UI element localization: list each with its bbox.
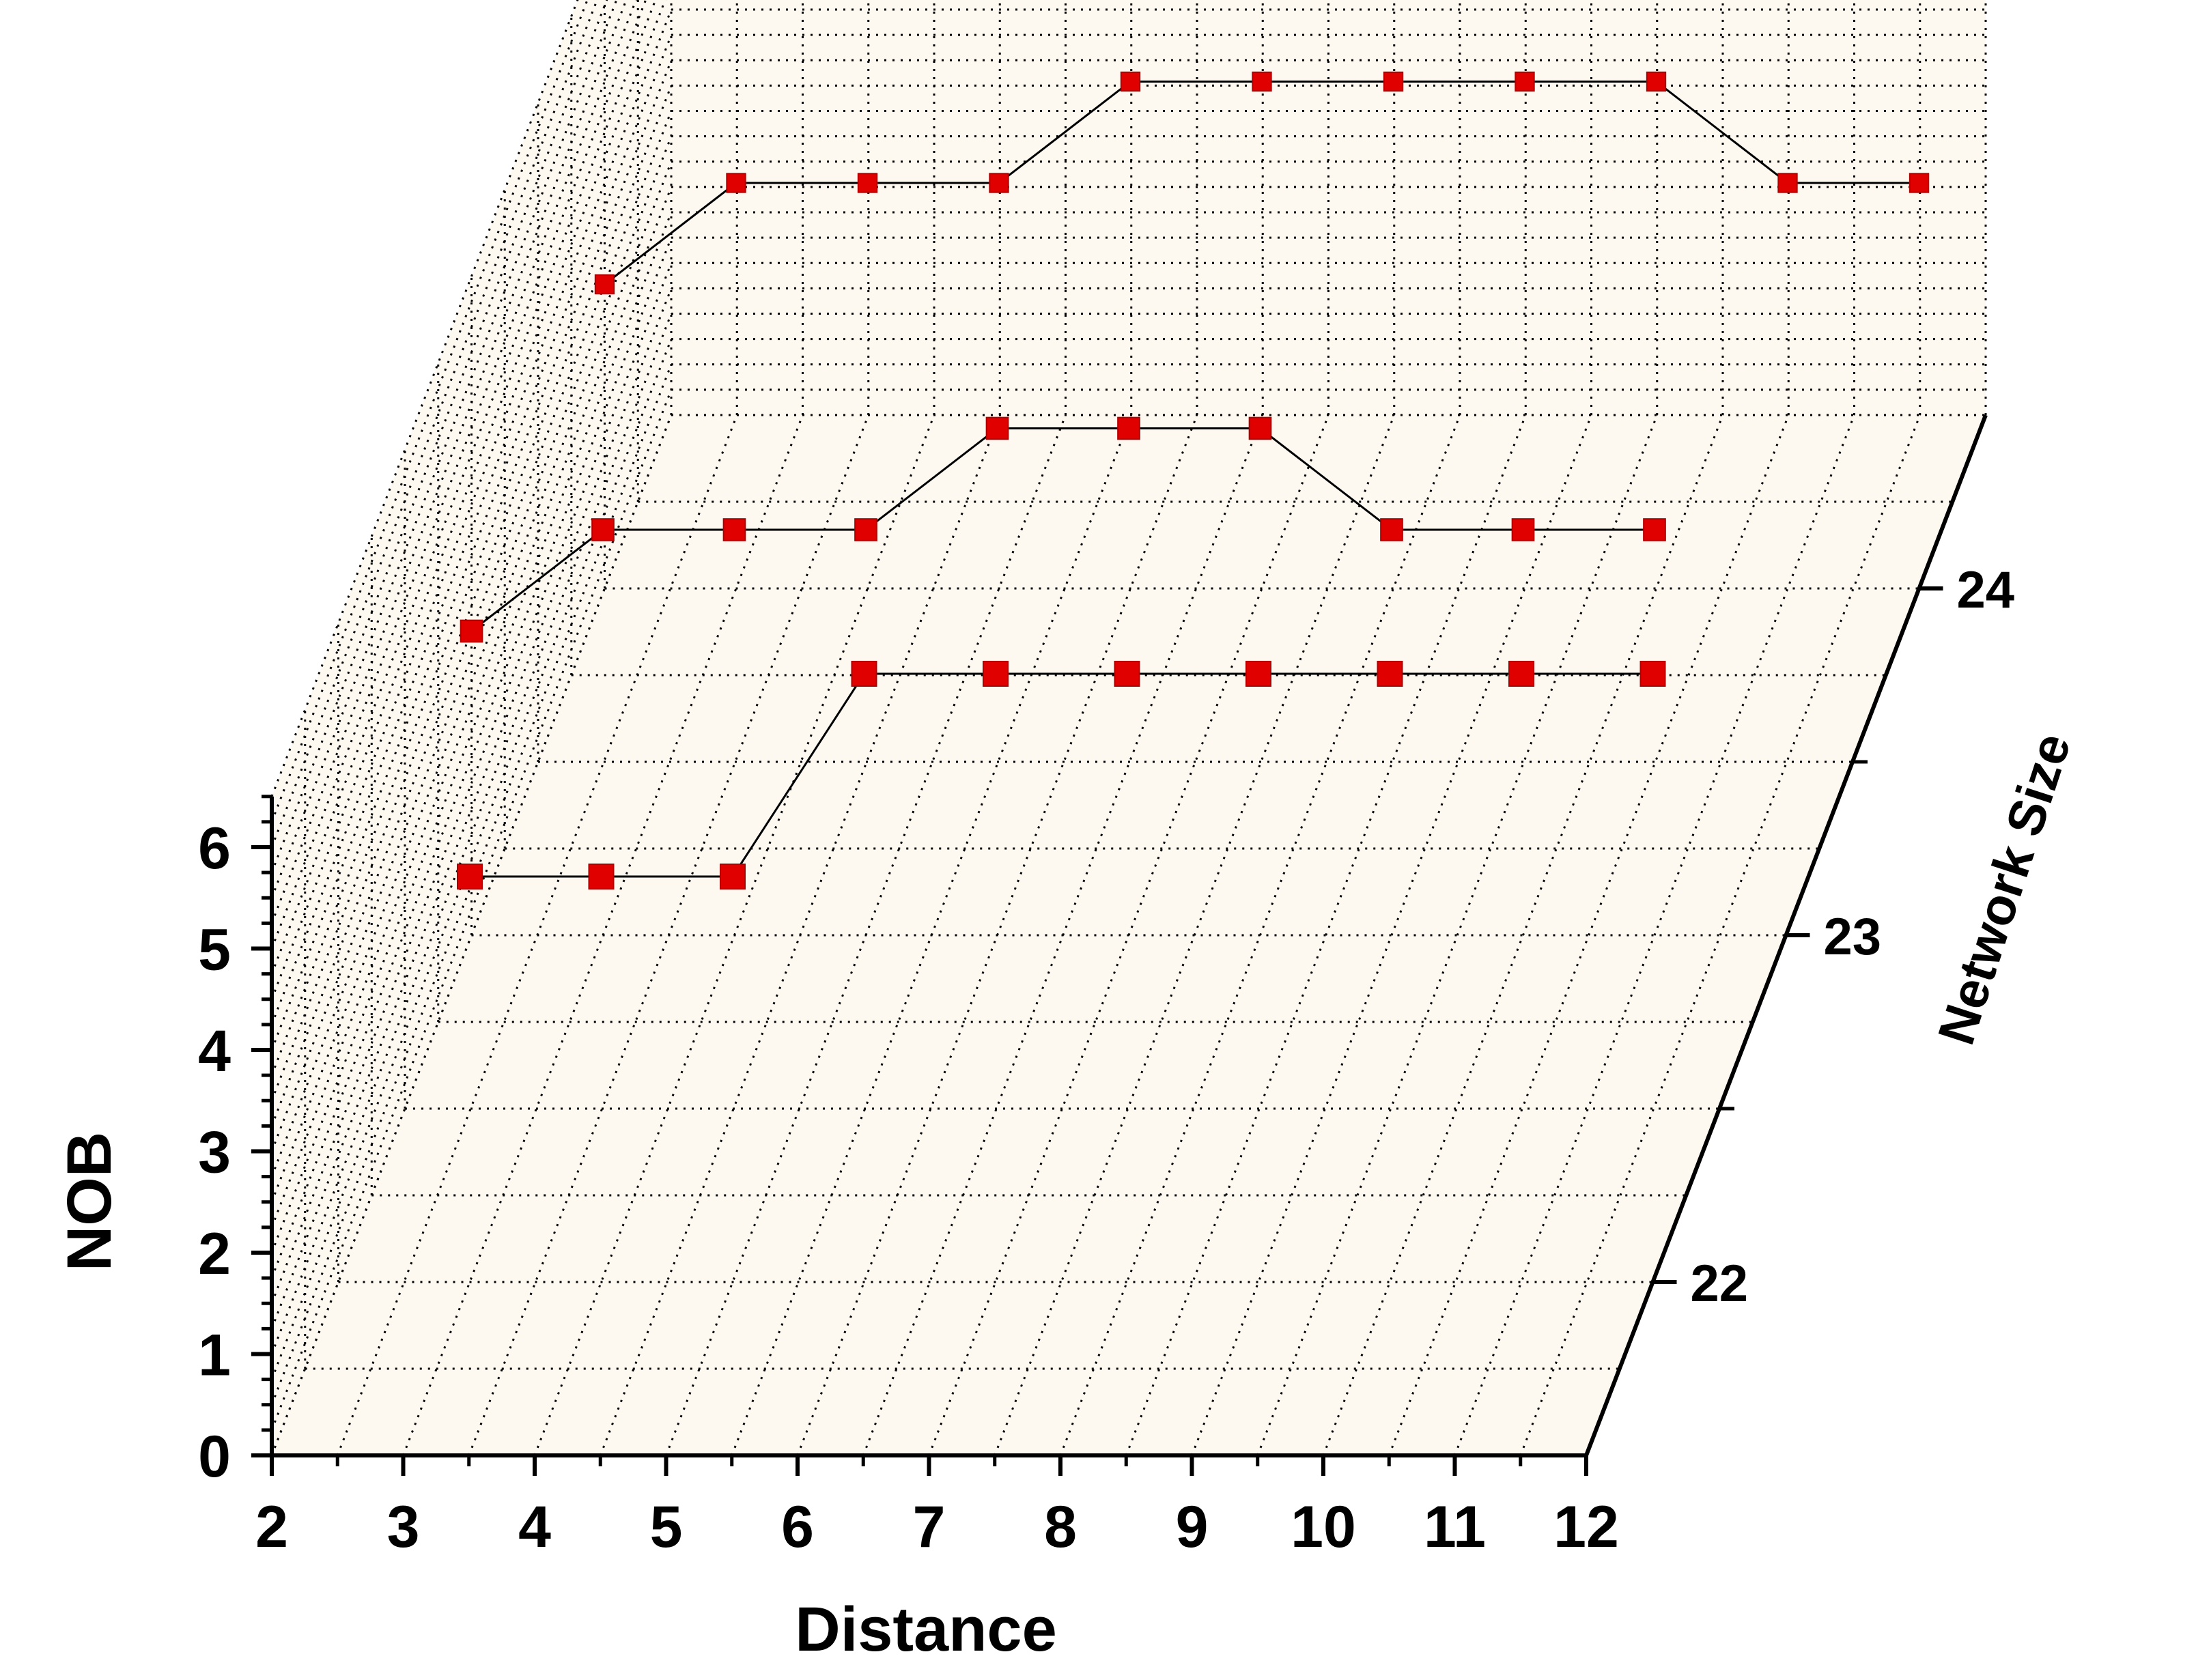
series-line xyxy=(470,427,1655,632)
data-point-marker xyxy=(1639,661,1666,687)
x-tick-label: 11 xyxy=(1424,1494,1486,1560)
z-tick-label: 24 xyxy=(1957,561,2015,619)
x-tick-label: 8 xyxy=(1044,1494,1077,1560)
left-wall-grid xyxy=(270,262,673,1304)
data-point-marker xyxy=(594,274,615,295)
data-point-marker xyxy=(989,173,1009,193)
data-point-marker xyxy=(1248,416,1272,440)
x-tick-label: 7 xyxy=(913,1494,946,1560)
data-point-marker xyxy=(1909,173,1930,193)
left-wall-grid xyxy=(270,287,673,1329)
data-point-marker xyxy=(1643,518,1666,541)
left-wall-grid xyxy=(270,0,579,797)
x-tick-label: 9 xyxy=(1176,1494,1209,1560)
data-point-marker xyxy=(1120,71,1141,92)
data-point-marker xyxy=(1508,661,1534,687)
x-tick-label: 5 xyxy=(650,1494,683,1560)
floor-grid xyxy=(1388,414,1790,1456)
data-point-marker xyxy=(588,864,615,889)
data-point-marker xyxy=(1515,71,1535,92)
left-wall-grid xyxy=(270,237,673,1279)
floor-grid xyxy=(1519,414,1922,1456)
y-tick-label: 4 xyxy=(198,1019,231,1084)
x-axis-title: Distance xyxy=(795,1595,1057,1664)
left-wall-grid xyxy=(270,339,673,1380)
data-point-marker xyxy=(591,518,615,541)
data-point-marker xyxy=(1777,173,1798,193)
chart-series xyxy=(457,71,1930,889)
series-line xyxy=(470,672,1653,878)
y-tick-label: 5 xyxy=(198,917,231,983)
y-tick-label: 3 xyxy=(198,1120,231,1186)
data-point-marker xyxy=(726,173,746,193)
x-tick-label: 2 xyxy=(255,1494,288,1560)
data-point-marker xyxy=(854,518,877,541)
y-tick-label: 6 xyxy=(198,816,231,881)
left-wall-grid xyxy=(270,34,673,1076)
data-point-marker xyxy=(460,619,483,643)
x-tick-label: 6 xyxy=(781,1494,814,1560)
left-wall-grid xyxy=(270,0,657,1000)
left-wall-grid xyxy=(270,59,673,1101)
left-wall-grid xyxy=(270,161,673,1203)
data-point-marker xyxy=(1245,661,1271,687)
floor-grid xyxy=(1059,414,1461,1456)
data-point-marker xyxy=(983,661,1009,687)
series-z-24 xyxy=(594,71,1930,295)
data-point-marker xyxy=(1646,71,1667,92)
chart-grid xyxy=(270,0,1987,1457)
y-tick-label: 0 xyxy=(198,1424,231,1490)
left-wall-grid xyxy=(270,0,637,950)
chart-walls xyxy=(272,0,1986,1455)
data-point-marker xyxy=(1383,71,1404,92)
x-tick-label: 10 xyxy=(1291,1494,1356,1560)
y-tick-label: 2 xyxy=(198,1221,231,1287)
series-z-22 xyxy=(457,661,1666,889)
z-tick-label: 23 xyxy=(1824,908,1882,966)
floor-grid xyxy=(1256,414,1659,1456)
left-wall-grid xyxy=(270,0,589,823)
left-wall-grid xyxy=(270,0,647,975)
data-point-marker xyxy=(1377,661,1403,687)
data-point-marker xyxy=(722,518,746,541)
data-point-marker xyxy=(720,864,746,889)
data-point-marker xyxy=(1252,71,1272,92)
data-point-marker xyxy=(1380,518,1403,541)
x-tick-label: 3 xyxy=(387,1494,420,1560)
data-point-marker xyxy=(857,173,878,193)
y-tick-label: 1 xyxy=(198,1323,231,1389)
left-wall-grid xyxy=(270,313,673,1355)
data-point-marker xyxy=(985,416,1009,440)
left-wall-grid xyxy=(270,186,673,1228)
left-wall-grid xyxy=(270,212,673,1253)
floor-grid xyxy=(1191,414,1592,1456)
left-wall-grid xyxy=(270,0,666,1025)
series-z-23 xyxy=(460,416,1666,643)
data-point-marker xyxy=(851,661,877,687)
data-point-marker xyxy=(1117,416,1140,440)
left-wall-grid xyxy=(270,0,628,924)
x-tick-label: 4 xyxy=(518,1494,551,1560)
floor-grid xyxy=(1125,414,1527,1456)
left-wall-grid xyxy=(270,9,673,1051)
z-tick-label: 22 xyxy=(1691,1255,1749,1313)
x-tick-label: 12 xyxy=(1553,1494,1619,1560)
data-point-marker xyxy=(1114,661,1140,687)
z-axis-title: Network Size xyxy=(1927,726,2082,1051)
chart-axes xyxy=(251,414,1988,1476)
y-axis-title: NOB xyxy=(55,1132,124,1271)
data-point-marker xyxy=(457,864,483,889)
floor-grid xyxy=(1322,414,1724,1456)
floor-grid xyxy=(1454,414,1855,1456)
data-point-marker xyxy=(1511,518,1535,541)
